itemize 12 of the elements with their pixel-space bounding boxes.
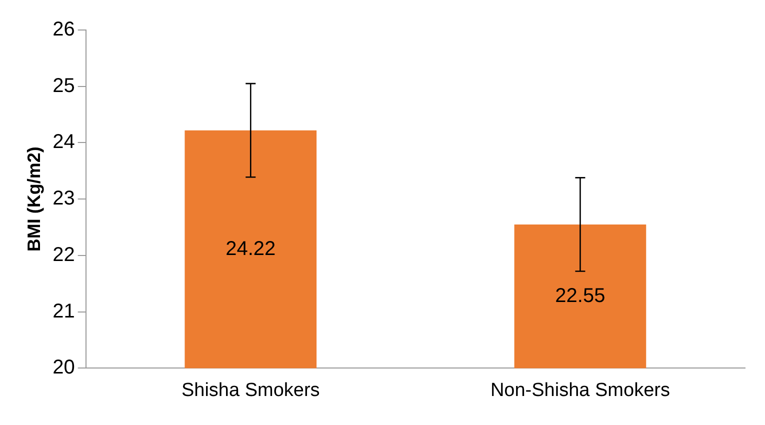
y-axis-title: BMI (Kg/m2) [24, 146, 44, 252]
data-label: 22.55 [555, 284, 606, 307]
data-label: 24.22 [226, 238, 276, 260]
y-tick-label: 24 [52, 131, 75, 154]
x-tick-label: Shisha Smokers [181, 380, 320, 401]
y-tick-label: 26 [52, 18, 75, 41]
y-tick-label: 22 [52, 244, 75, 266]
y-tick-label: 25 [52, 74, 75, 97]
x-tick-label: Non-Shisha Smokers [490, 380, 670, 401]
y-tick-label: 23 [52, 188, 75, 210]
y-tick-label: 21 [52, 300, 75, 322]
y-tick-label: 20 [52, 356, 75, 379]
